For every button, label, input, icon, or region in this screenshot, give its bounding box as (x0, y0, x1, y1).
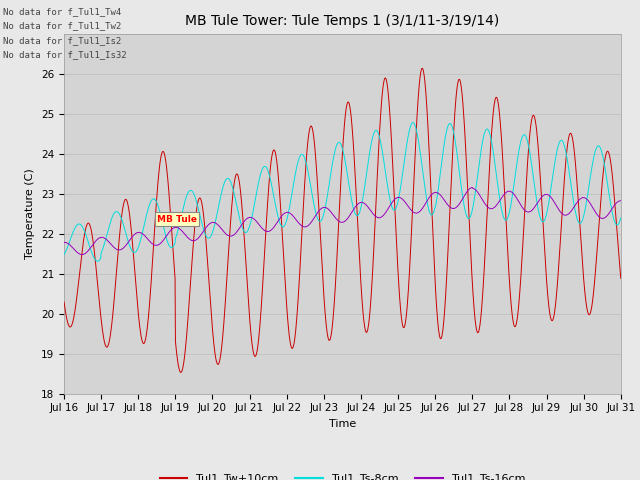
Text: No data for f_Tul1_Tw2: No data for f_Tul1_Tw2 (3, 22, 122, 31)
Text: No data for f_Tul1_Tw4: No data for f_Tul1_Tw4 (3, 7, 122, 16)
X-axis label: Time: Time (329, 419, 356, 429)
Text: No data for f_Tul1_Is2: No data for f_Tul1_Is2 (3, 36, 122, 45)
Title: MB Tule Tower: Tule Temps 1 (3/1/11-3/19/14): MB Tule Tower: Tule Temps 1 (3/1/11-3/19… (185, 14, 500, 28)
Text: MB Tule: MB Tule (157, 215, 197, 224)
Text: No data for f_Tul1_Is32: No data for f_Tul1_Is32 (3, 50, 127, 60)
Y-axis label: Temperature (C): Temperature (C) (26, 168, 35, 259)
Legend: Tul1_Tw+10cm, Tul1_Ts-8cm, Tul1_Ts-16cm: Tul1_Tw+10cm, Tul1_Ts-8cm, Tul1_Ts-16cm (155, 469, 530, 480)
